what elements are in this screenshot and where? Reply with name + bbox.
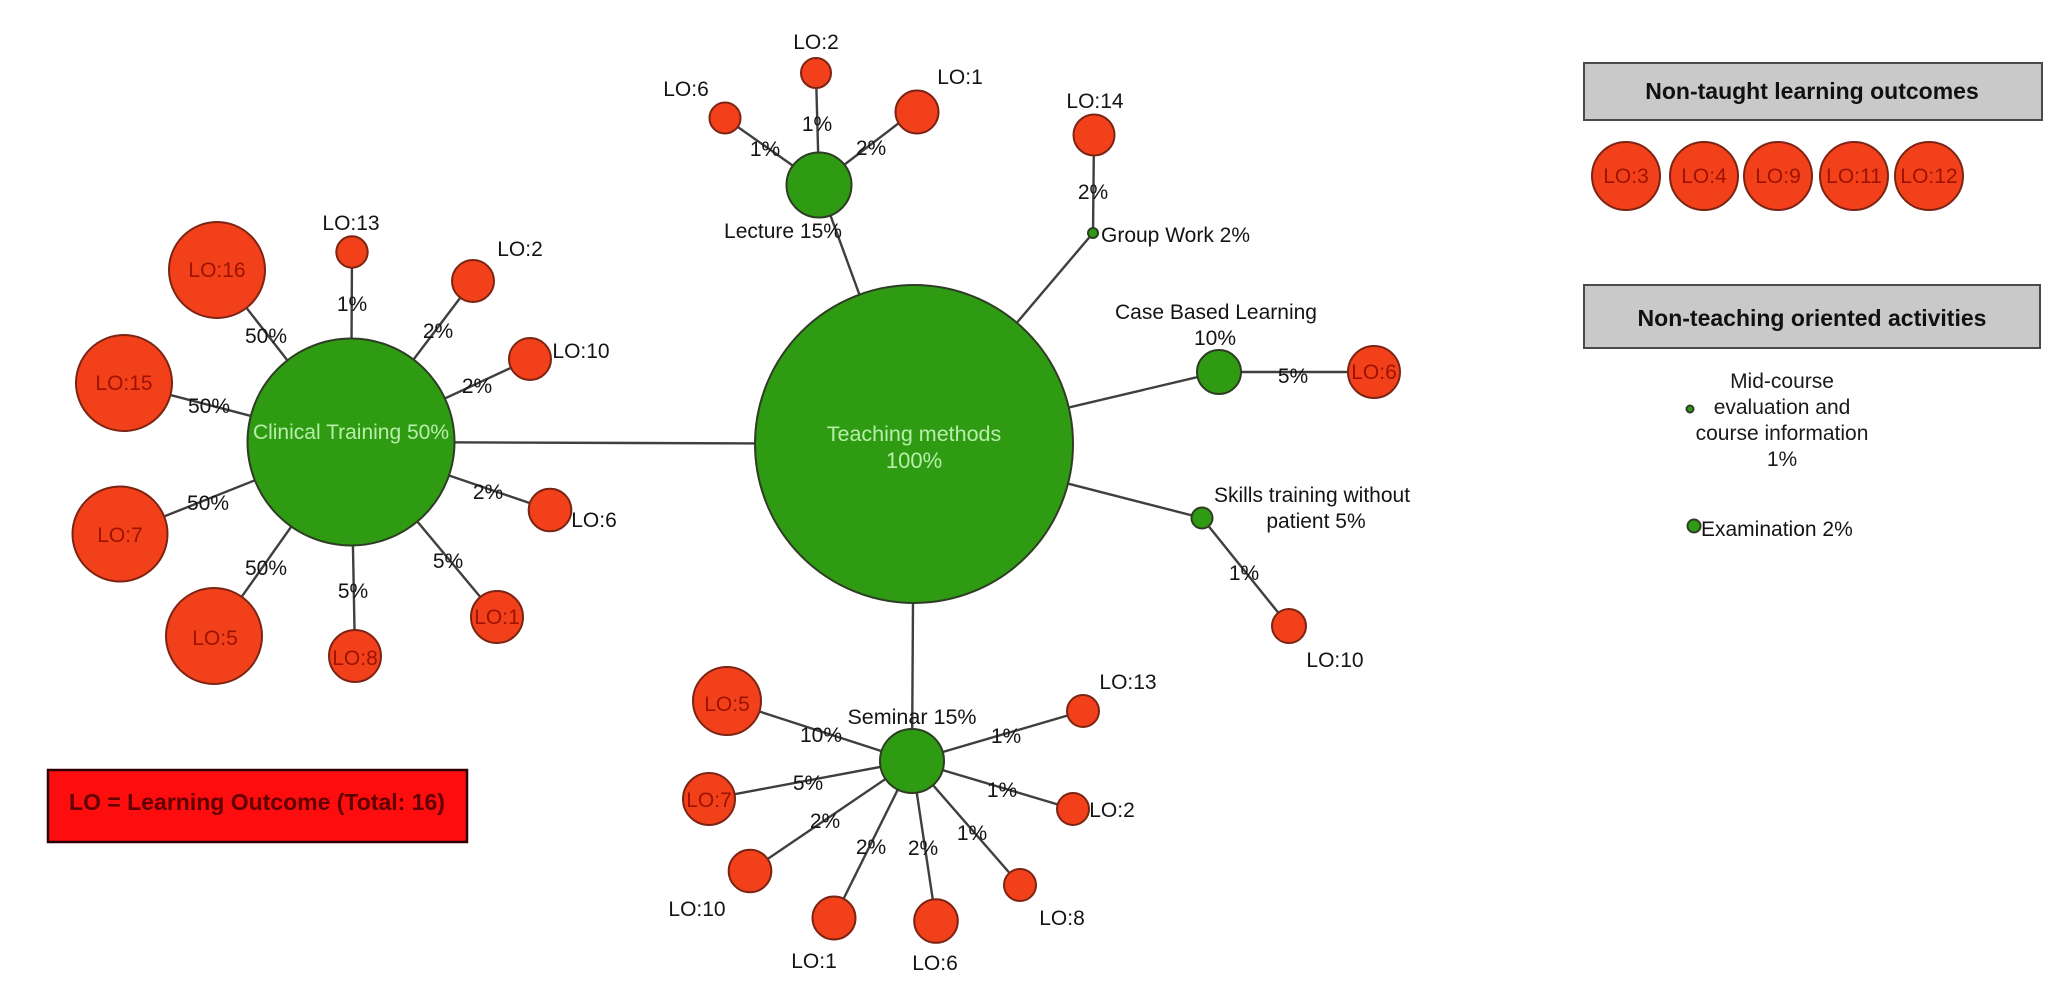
svg-text:1%: 1%: [1767, 448, 1797, 471]
svg-text:Case Based Learning: Case Based Learning: [1115, 301, 1317, 324]
svg-text:5%: 5%: [1278, 365, 1308, 388]
svg-text:Non-taught learning outcomes: Non-taught learning outcomes: [1645, 78, 1979, 104]
svg-text:10%: 10%: [1194, 327, 1236, 350]
svg-text:50%: 50%: [188, 395, 230, 418]
svg-text:LO:13: LO:13: [1099, 671, 1156, 694]
svg-text:LO:2: LO:2: [1089, 799, 1135, 822]
svg-text:LO:8: LO:8: [332, 647, 378, 670]
svg-text:5%: 5%: [433, 550, 463, 573]
svg-text:LO:16: LO:16: [188, 259, 245, 282]
svg-text:1%: 1%: [337, 293, 367, 316]
svg-text:LO:10: LO:10: [668, 898, 725, 921]
svg-text:LO:9: LO:9: [1755, 165, 1801, 188]
svg-text:LO:7: LO:7: [686, 789, 732, 812]
svg-text:course information: course information: [1696, 422, 1869, 445]
svg-text:1%: 1%: [1229, 562, 1259, 585]
svg-text:LO:11: LO:11: [1826, 165, 1882, 188]
svg-text:2%: 2%: [810, 810, 840, 833]
svg-text:Teaching methods: Teaching methods: [827, 422, 1002, 446]
svg-text:1%: 1%: [750, 138, 780, 161]
svg-text:LO:6: LO:6: [663, 78, 709, 101]
svg-text:LO:6: LO:6: [571, 509, 617, 532]
svg-text:2%: 2%: [473, 481, 503, 504]
svg-text:LO = Learning Outcome (Total:: LO = Learning Outcome (Total: 16): [69, 789, 445, 815]
svg-text:5%: 5%: [338, 580, 368, 603]
svg-text:2%: 2%: [462, 375, 492, 398]
svg-text:LO:2: LO:2: [497, 238, 543, 261]
svg-text:2%: 2%: [856, 137, 886, 160]
svg-text:5%: 5%: [793, 772, 823, 795]
svg-text:Seminar 15%: Seminar 15%: [847, 705, 976, 729]
svg-text:patient 5%: patient 5%: [1266, 510, 1365, 533]
svg-text:LO:2: LO:2: [793, 31, 839, 54]
svg-text:10%: 10%: [800, 724, 842, 747]
svg-text:Group Work 2%: Group Work 2%: [1101, 224, 1250, 247]
svg-text:LO:7: LO:7: [97, 524, 143, 547]
svg-text:evaluation and: evaluation and: [1714, 396, 1851, 419]
svg-text:LO:8: LO:8: [1039, 907, 1085, 930]
svg-text:Skills training without: Skills training without: [1214, 484, 1410, 507]
svg-text:LO:3: LO:3: [1603, 165, 1649, 188]
svg-text:LO:15: LO:15: [95, 372, 152, 395]
svg-text:2%: 2%: [1078, 181, 1108, 204]
svg-text:LO:10: LO:10: [1306, 649, 1363, 672]
svg-text:100%: 100%: [886, 448, 942, 473]
svg-text:LO:13: LO:13: [322, 212, 379, 235]
svg-text:LO:1: LO:1: [791, 950, 837, 973]
svg-text:1%: 1%: [802, 113, 832, 136]
svg-text:LO:12: LO:12: [1900, 165, 1957, 188]
svg-text:50%: 50%: [245, 557, 287, 580]
svg-text:Mid-course: Mid-course: [1730, 370, 1834, 393]
svg-text:Clinical Training 50%: Clinical Training 50%: [253, 421, 449, 444]
svg-text:LO:5: LO:5: [704, 693, 750, 716]
svg-text:50%: 50%: [245, 325, 287, 348]
svg-text:LO:1: LO:1: [474, 606, 520, 629]
svg-text:LO:4: LO:4: [1681, 165, 1727, 188]
svg-text:1%: 1%: [957, 822, 987, 845]
svg-text:LO:6: LO:6: [912, 952, 958, 975]
svg-text:50%: 50%: [187, 492, 229, 515]
svg-text:LO:14: LO:14: [1066, 90, 1124, 113]
svg-text:LO:10: LO:10: [552, 340, 609, 363]
svg-text:Examination 2%: Examination 2%: [1701, 518, 1853, 541]
svg-text:Lecture 15%: Lecture 15%: [724, 220, 842, 243]
svg-text:1%: 1%: [987, 779, 1017, 802]
svg-text:LO:5: LO:5: [192, 627, 238, 650]
svg-text:1%: 1%: [991, 725, 1021, 748]
svg-text:LO:1: LO:1: [937, 66, 983, 89]
svg-text:2%: 2%: [423, 320, 453, 343]
svg-text:2%: 2%: [856, 836, 886, 859]
svg-text:Non-teaching oriented activiti: Non-teaching oriented activities: [1638, 305, 1987, 331]
svg-text:LO:6: LO:6: [1351, 361, 1397, 384]
svg-text:2%: 2%: [908, 837, 938, 860]
